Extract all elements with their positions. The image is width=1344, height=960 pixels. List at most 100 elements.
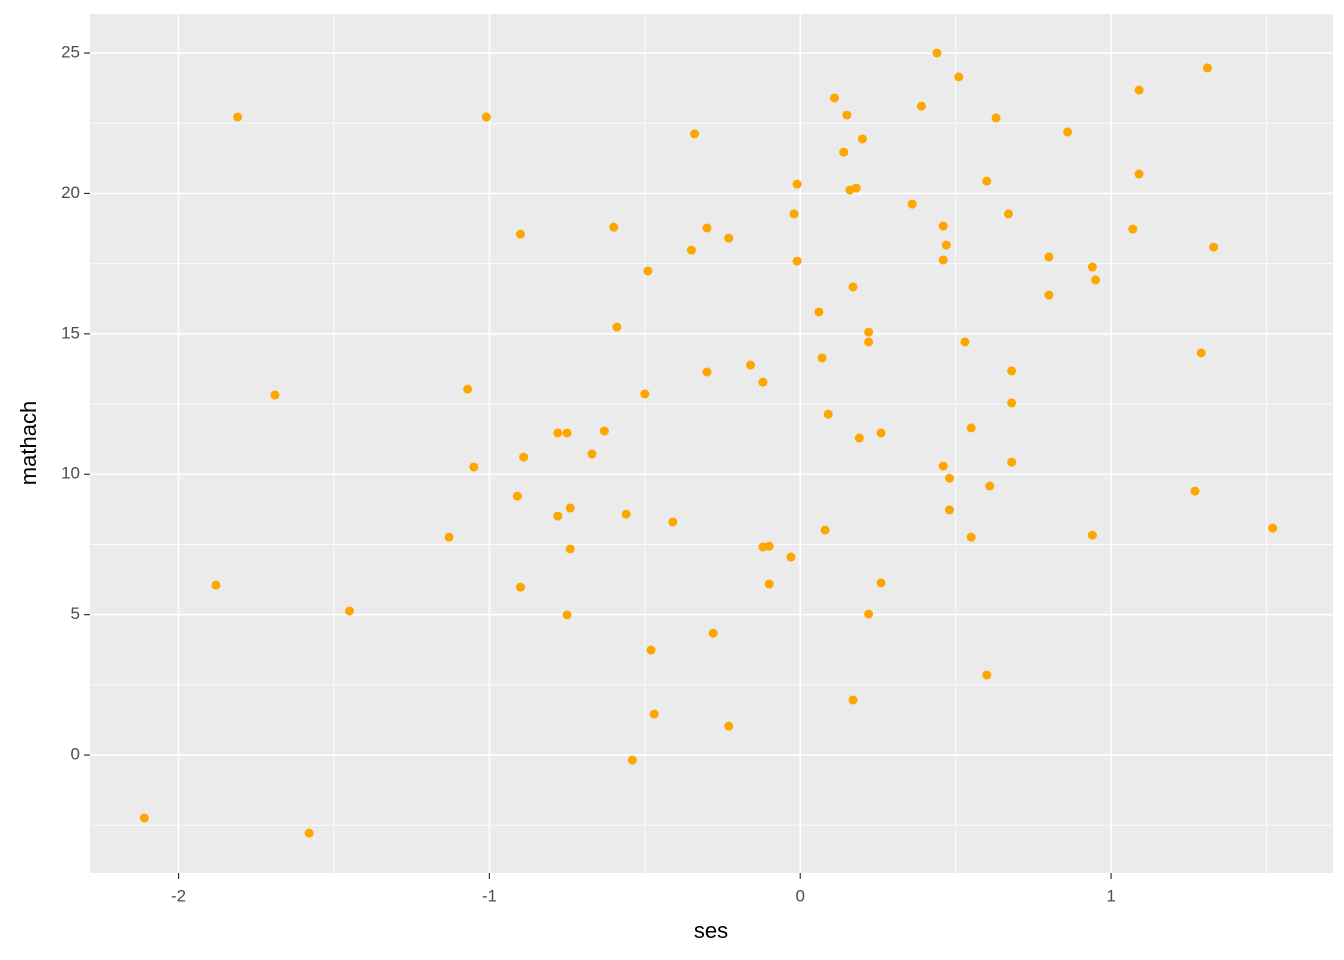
point (1063, 127, 1073, 137)
point (1087, 530, 1097, 540)
point (1007, 366, 1017, 376)
point (211, 580, 221, 590)
x-tick-label: -1 (482, 886, 497, 905)
point (1134, 169, 1144, 179)
point (139, 813, 149, 823)
point (792, 256, 802, 266)
point (985, 481, 995, 491)
point (789, 209, 799, 219)
point (854, 433, 864, 443)
point (1007, 457, 1017, 467)
point (938, 255, 948, 265)
point (233, 112, 243, 122)
point (916, 101, 926, 111)
point (643, 266, 653, 276)
point (764, 579, 774, 589)
y-tick-label: 10 (61, 464, 80, 483)
point (627, 755, 637, 765)
point (646, 645, 656, 655)
point (515, 229, 525, 239)
point (1091, 275, 1101, 285)
y-tick-label: 20 (61, 183, 80, 202)
point (966, 423, 976, 433)
point (907, 199, 917, 209)
y-axis-title: mathach (16, 401, 41, 485)
point (640, 389, 650, 399)
point (1268, 523, 1278, 533)
point (1202, 63, 1212, 73)
point (746, 360, 756, 370)
point (562, 610, 572, 620)
point (954, 72, 964, 82)
point (702, 367, 712, 377)
point (463, 384, 473, 394)
point (829, 93, 839, 103)
point (814, 307, 824, 317)
point (1007, 398, 1017, 408)
point (708, 628, 718, 638)
x-tick-label: 1 (1106, 886, 1115, 905)
point (864, 327, 874, 337)
point (724, 721, 734, 731)
point (621, 509, 631, 519)
point (553, 511, 563, 521)
point (686, 245, 696, 255)
point (270, 390, 280, 400)
point (817, 353, 827, 363)
point (515, 582, 525, 592)
point (932, 48, 942, 58)
point (944, 505, 954, 515)
point (587, 449, 597, 459)
point (345, 606, 355, 616)
point (304, 828, 314, 838)
point (444, 532, 454, 542)
points (139, 48, 1278, 838)
point (612, 322, 622, 332)
point (876, 428, 886, 438)
y-tick-label: 0 (71, 745, 80, 764)
point (609, 222, 619, 232)
point (1209, 242, 1219, 252)
point (565, 503, 575, 513)
point (839, 147, 849, 157)
point (1087, 262, 1097, 272)
x-axis-title: ses (694, 918, 728, 943)
point (960, 337, 970, 347)
point (1044, 290, 1054, 300)
point (758, 377, 768, 387)
point (764, 541, 774, 551)
x-tick-label: 0 (796, 886, 805, 905)
point (1196, 348, 1206, 358)
point (848, 282, 858, 292)
point (851, 183, 861, 193)
point (519, 452, 529, 462)
point (649, 709, 659, 719)
point (982, 176, 992, 186)
point (941, 240, 951, 250)
point (469, 462, 479, 472)
point (876, 578, 886, 588)
point (562, 428, 572, 438)
panel-background (90, 14, 1333, 873)
point (565, 544, 575, 554)
y-tick-label: 25 (61, 43, 80, 62)
point (857, 134, 867, 144)
y-tick-label: 5 (71, 604, 80, 623)
point (820, 525, 830, 535)
point (1003, 209, 1013, 219)
point (823, 409, 833, 419)
point (944, 473, 954, 483)
point (786, 552, 796, 562)
point (1190, 486, 1200, 496)
point (668, 517, 678, 527)
point (938, 461, 948, 471)
point (938, 221, 948, 231)
point (690, 129, 700, 139)
grid (90, 14, 1333, 873)
point (553, 428, 563, 438)
point (864, 337, 874, 347)
point (512, 491, 522, 501)
point (966, 532, 976, 542)
point (864, 609, 874, 619)
